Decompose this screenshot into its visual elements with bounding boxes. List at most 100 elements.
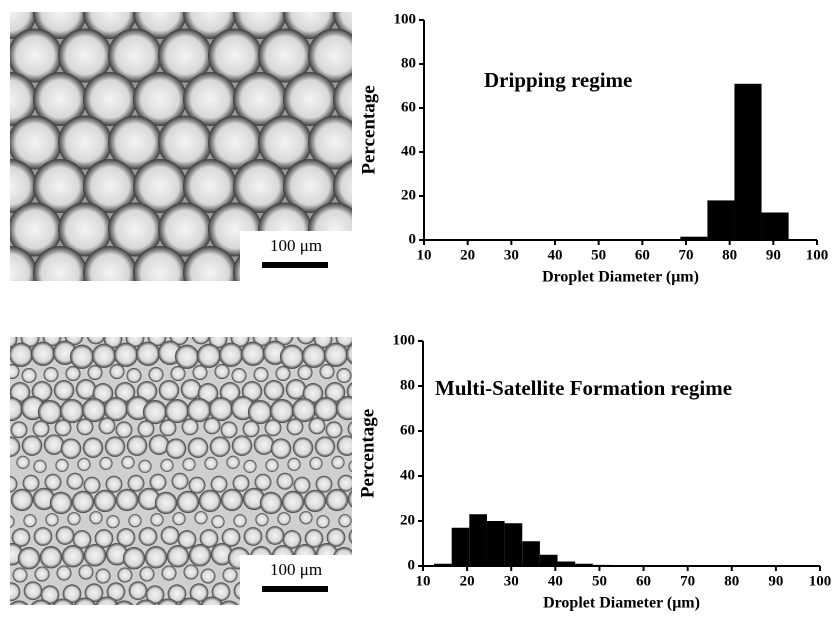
droplet [244,527,263,546]
droplet [83,246,137,300]
droplet [200,568,215,583]
droplet [0,436,20,457]
x-tick-label: 10 [417,247,432,263]
droplet [159,380,180,401]
droplet [182,418,199,435]
droplet [297,326,316,345]
droplet [62,545,84,567]
droplet [326,421,343,438]
droplet [65,366,80,381]
droplet [11,421,28,438]
droplet [11,489,33,511]
droplet [138,460,151,473]
droplet [233,475,250,492]
droplet [181,379,202,400]
droplet [336,368,351,383]
droplet [99,457,112,470]
droplet [31,342,55,366]
droplet [211,515,224,528]
droplet [210,436,231,457]
bar [505,523,523,566]
droplet [160,419,177,436]
droplet [167,545,189,567]
droplet [150,474,167,491]
droplet [105,436,126,457]
droplet [294,477,311,494]
scale-bar-label: 100 μm [270,560,322,579]
droplet [84,544,106,566]
x-tick-label: 20 [460,573,475,589]
droplet [149,434,170,455]
droplet [304,490,326,512]
droplet [324,343,348,367]
droplet [33,460,46,473]
droplet [1,476,18,493]
droplet [128,475,145,492]
y-tick-label: 40 [401,143,416,159]
droplet [83,437,104,458]
bar [540,555,558,566]
droplet [109,364,124,379]
droplet [356,585,375,604]
y-tick-label: 0 [408,557,416,573]
droplet [44,434,65,455]
droplet [99,417,116,434]
droplet [183,246,237,300]
droplet [160,459,173,472]
scale-bar-label: 100 μm [270,236,322,255]
droplet [12,567,27,582]
y-tick-label: 20 [400,512,415,528]
droplet [326,489,348,511]
droplet [148,367,163,382]
y-tick-label: 100 [393,332,416,348]
bar [707,200,734,240]
y-tick-label: 80 [401,55,416,71]
droplet [199,490,221,512]
droplet [254,434,275,455]
droplet [34,566,49,581]
droplet [337,435,358,456]
x-tick-label: 80 [724,573,739,589]
droplet [264,380,285,401]
droplet [286,379,307,400]
droplet [189,544,211,566]
y-tick-label: 60 [401,99,416,115]
x-tick-label: 80 [722,247,737,263]
droplet [106,515,119,528]
droplet [161,526,180,545]
droplet [95,596,119,620]
droplet [34,527,53,546]
droplet [55,419,72,436]
droplet [127,435,148,456]
y-axis-label: Percentage [357,409,378,498]
droplet [280,345,304,369]
droplet [158,290,212,344]
droplet [260,492,282,514]
droplet [23,514,36,527]
droplet [232,435,253,456]
scale-bar [262,262,328,268]
droplet [222,567,237,582]
droplet [197,344,221,368]
bar [487,521,505,566]
droplet [255,474,272,491]
x-tick-label: 90 [768,573,783,589]
y-tick-label: 100 [394,11,417,27]
droplet [116,421,133,438]
droplet [87,326,106,345]
bar [522,541,540,566]
droplet [172,473,189,490]
droplet [117,567,132,582]
droplet [282,491,304,513]
droplet [346,342,370,366]
y-tick-label: 0 [409,231,417,247]
x-axis-label: Droplet Diameter (μm) [542,269,699,286]
droplet [0,397,23,421]
droplet [61,438,82,459]
droplet [177,491,199,513]
droplet [189,477,206,494]
droplet [22,435,43,456]
droplet [355,546,377,568]
droplet [126,368,141,383]
droplet [297,365,312,380]
